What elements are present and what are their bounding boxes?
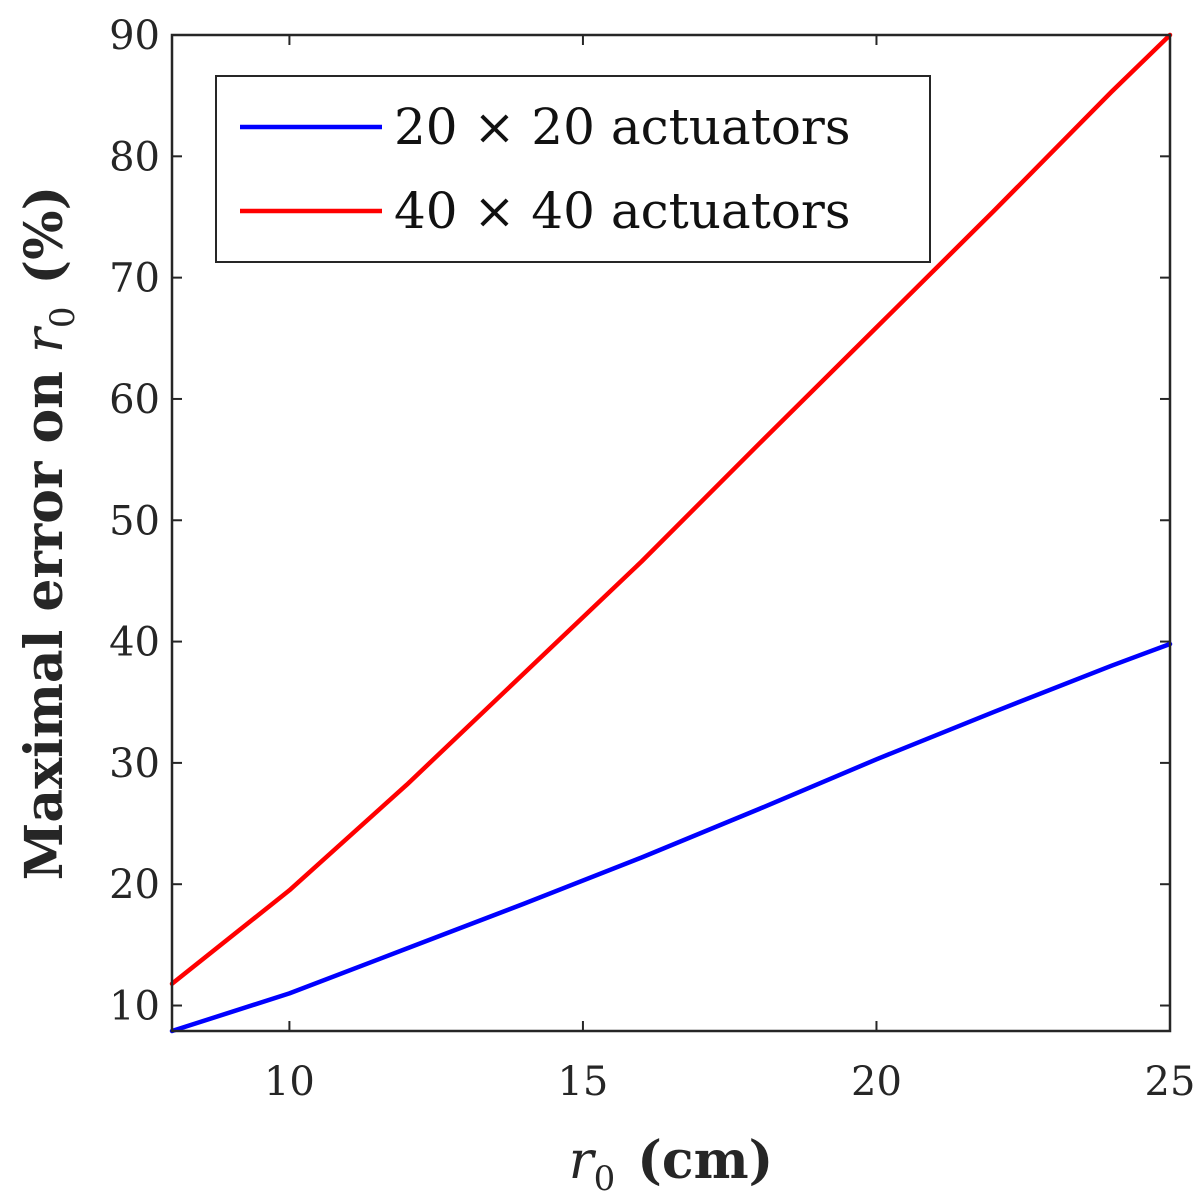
plot-frame bbox=[170, 33, 1172, 1033]
x-axis-unit: (cm) bbox=[637, 1130, 773, 1191]
x-axis-sub: 0 bbox=[594, 1159, 616, 1196]
y-tick-label: 70 bbox=[109, 256, 160, 302]
x-tick-label: 25 bbox=[1145, 1059, 1196, 1105]
x-tick-label: 10 bbox=[264, 1059, 315, 1105]
x-tick-labels: 10 15 20 25 bbox=[264, 1059, 1195, 1105]
x-tick-label: 15 bbox=[557, 1059, 608, 1105]
y-tick-label: 20 bbox=[109, 862, 160, 908]
legend-label-series-0: 20 × 20 actuators bbox=[394, 98, 851, 156]
legend-box bbox=[215, 75, 931, 263]
y-tick-label: 50 bbox=[109, 498, 160, 544]
y-tick-labels: 10 20 30 40 50 60 70 80 90 bbox=[109, 13, 160, 1030]
x-tick-label: 20 bbox=[851, 1059, 902, 1105]
y-axis-var: r bbox=[15, 325, 75, 353]
y-axis-sub: 0 bbox=[43, 306, 83, 328]
x-axis-label: r0 (cm) bbox=[569, 1130, 773, 1196]
x-axis-var: r bbox=[569, 1131, 597, 1191]
series-lines bbox=[169, 32, 1173, 1034]
legend-label-series-1: 40 × 40 actuators bbox=[394, 182, 851, 240]
y-tick-label: 90 bbox=[109, 13, 160, 59]
legend: 20 × 20 actuators 40 × 40 actuators bbox=[215, 75, 931, 263]
y-tick-label: 60 bbox=[109, 377, 160, 423]
y-tick-label: 80 bbox=[109, 134, 160, 180]
y-tick-label: 40 bbox=[109, 620, 160, 666]
y-axis-prefix: Maximal error on bbox=[14, 353, 75, 880]
y-tick-label: 30 bbox=[109, 741, 160, 787]
y-axis-unit: (%) bbox=[14, 186, 75, 285]
y-axis-label: Maximal error on r0 (%) bbox=[14, 186, 83, 880]
y-tick-label: 10 bbox=[109, 984, 160, 1030]
series-line-1 bbox=[169, 32, 1173, 986]
series-line-0 bbox=[169, 641, 1173, 1034]
